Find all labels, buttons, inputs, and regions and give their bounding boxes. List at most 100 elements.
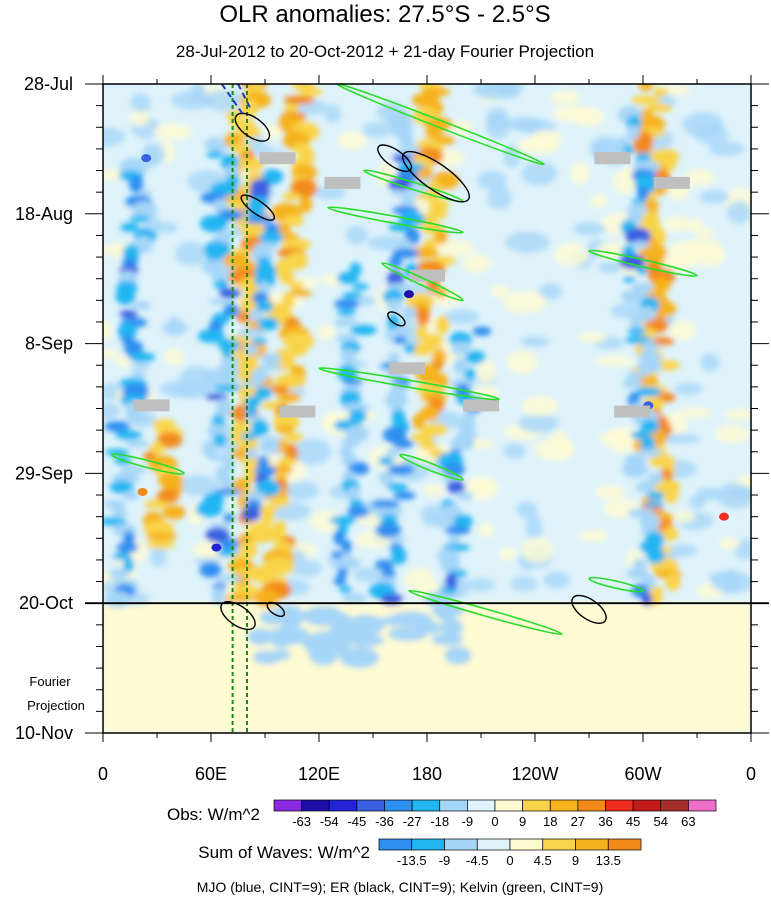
missing-data-patch xyxy=(259,152,296,165)
kelvin-contour xyxy=(318,367,500,401)
legend-level: -54 xyxy=(320,814,339,829)
background-blob xyxy=(684,168,715,187)
convective-anomaly xyxy=(109,480,134,494)
convective-anomaly xyxy=(350,324,377,336)
convective-anomaly xyxy=(111,508,128,518)
projection-anomaly xyxy=(268,626,311,646)
background-blob xyxy=(103,348,119,360)
projection-anomaly xyxy=(246,628,274,646)
legend-level: 45 xyxy=(626,814,640,829)
background-blob xyxy=(435,239,475,257)
background-blob xyxy=(598,261,623,274)
warm-anomaly xyxy=(236,311,251,323)
background-blob xyxy=(577,332,607,343)
convective-anomaly xyxy=(341,437,360,448)
warm-anomaly xyxy=(271,496,290,507)
missing-data-patch xyxy=(389,362,426,375)
convective-anomaly xyxy=(450,341,471,356)
legend-swatch xyxy=(660,799,689,812)
convective-anomaly xyxy=(443,462,465,478)
background-blob xyxy=(521,537,554,564)
convective-anomaly xyxy=(347,485,359,503)
convective-anomaly xyxy=(646,491,665,500)
convective-anomaly xyxy=(131,370,147,379)
legend-swatch xyxy=(575,838,609,851)
er-contour xyxy=(234,112,271,142)
convective-anomaly xyxy=(447,533,461,544)
background-blob xyxy=(521,162,558,186)
legend-swatch xyxy=(476,838,511,851)
background-blob xyxy=(103,127,126,147)
background-blob xyxy=(518,414,559,433)
background-blob xyxy=(739,474,751,487)
projection-label-line1: Fourier xyxy=(29,674,71,689)
convective-anomaly xyxy=(244,216,273,224)
warm-anomaly xyxy=(289,288,312,297)
warm-anomaly xyxy=(419,405,440,422)
kelvin-contour xyxy=(588,249,698,277)
er-contour xyxy=(377,144,413,173)
warm-anomaly xyxy=(416,192,440,201)
convective-anomaly xyxy=(387,464,415,476)
convective-anomaly xyxy=(104,420,131,432)
background-blob xyxy=(175,241,208,266)
convective-anomaly xyxy=(250,419,270,436)
y-tick-label: 28-Jul xyxy=(24,74,73,94)
legend-swatch xyxy=(439,799,468,812)
convective-anomaly xyxy=(385,447,404,457)
convective-anomaly xyxy=(374,559,394,570)
convective-anomaly xyxy=(216,547,237,558)
convective-anomaly xyxy=(635,481,656,493)
convective-anomaly xyxy=(450,378,476,388)
background-blob xyxy=(521,395,558,417)
background-blob xyxy=(490,284,510,298)
warm-anomaly xyxy=(651,276,671,294)
background-blob xyxy=(166,316,184,337)
background-blob xyxy=(589,194,608,209)
mjo-contour xyxy=(220,84,245,116)
convective-anomaly xyxy=(199,562,222,578)
chart-title: OLR anomalies: 27.5°S - 2.5°S xyxy=(219,1,550,28)
convective-anomaly xyxy=(210,269,229,282)
convective-anomaly xyxy=(197,329,225,344)
warm-anomaly xyxy=(283,95,315,105)
convective-anomaly xyxy=(342,291,363,299)
legend-level: 18 xyxy=(543,814,557,829)
warm-anomaly xyxy=(646,103,673,113)
convective-anomaly xyxy=(386,298,402,312)
warm-anomaly xyxy=(282,192,301,201)
background-blob xyxy=(666,544,698,557)
warm-anomaly xyxy=(279,269,295,285)
convective-anomaly xyxy=(223,303,240,318)
background-blob xyxy=(700,189,730,204)
convective-anomaly xyxy=(206,140,223,151)
convective-anomaly xyxy=(131,300,151,310)
convective-anomaly xyxy=(254,386,272,400)
legend-level: 9 xyxy=(572,853,579,868)
warm-anomaly xyxy=(284,103,299,113)
background-blob xyxy=(673,510,695,524)
convective-anomaly xyxy=(219,287,242,299)
background-blob xyxy=(478,523,495,538)
convective-anomaly xyxy=(260,352,282,364)
kelvin-contour xyxy=(327,206,464,234)
background-blob xyxy=(130,93,151,113)
convective-anomaly xyxy=(636,266,648,275)
convective-anomaly xyxy=(623,144,634,155)
convective-anomaly xyxy=(447,480,466,494)
convective-anomaly xyxy=(246,448,258,460)
background-blob xyxy=(668,320,697,341)
convective-anomaly xyxy=(640,419,660,434)
chart-subtitle: 28-Jul-2012 to 20-Oct-2012 + 21-day Four… xyxy=(176,42,594,61)
convective-anomaly xyxy=(245,403,257,418)
er-contour xyxy=(571,594,607,624)
kelvin-contour xyxy=(399,453,464,481)
convective-anomaly xyxy=(343,378,363,386)
convective-anomaly xyxy=(342,593,368,604)
convective-anomaly xyxy=(119,310,138,318)
convective-anomaly xyxy=(109,568,129,579)
background-blob xyxy=(674,382,703,396)
legend-level: -4.5 xyxy=(466,853,488,868)
footnote: MJO (blue, CINT=9); ER (black, CINT=9); … xyxy=(197,879,604,895)
